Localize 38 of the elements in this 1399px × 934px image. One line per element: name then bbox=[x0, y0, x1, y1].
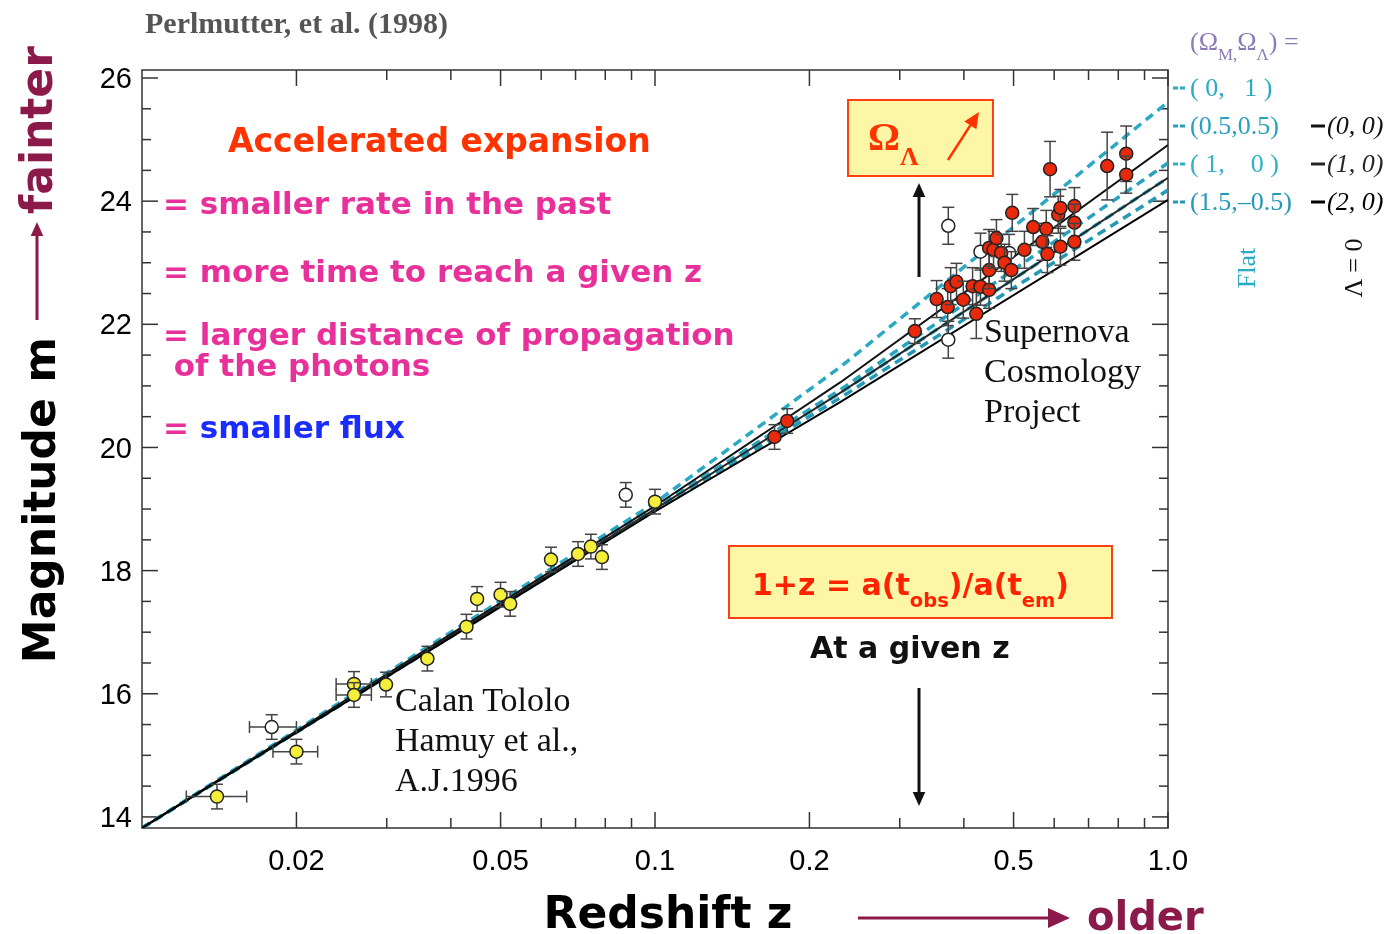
x-tick-label: 0.05 bbox=[472, 844, 529, 876]
chart-title: Perlmutter, et al. (1998) bbox=[145, 6, 448, 40]
x-tick-label: 0.5 bbox=[993, 844, 1034, 876]
legend-label: (0.5,0.5) bbox=[1190, 111, 1279, 140]
y-tick-label: 20 bbox=[99, 431, 132, 464]
y-tick-label: 16 bbox=[99, 677, 132, 710]
annotation: Supernova Cosmology Project bbox=[984, 312, 1141, 430]
legend-label: (1, 0) bbox=[1327, 149, 1384, 178]
x-tick-label: 0.1 bbox=[634, 844, 676, 876]
legend-label: ( 1, 0 ) bbox=[1190, 149, 1279, 178]
text: older bbox=[1087, 893, 1204, 934]
y-tick-label: 22 bbox=[99, 308, 132, 341]
annotation: Ω$_{Λ}$ bbox=[868, 114, 920, 171]
annotation: = smaller rate in the past bbox=[163, 185, 612, 221]
annotation: Calan Tololo Hamuy et al., A.J.1996 bbox=[395, 681, 579, 798]
x-tick-label: 0.2 bbox=[789, 844, 830, 876]
annotation: 1+z = a(t$_{obs}$)/a(t$_{em}$) bbox=[752, 567, 1069, 612]
annotation: = smaller flux bbox=[163, 409, 405, 445]
annotation: = more time to reach a given z bbox=[163, 253, 703, 289]
legend-label: (0, 0) bbox=[1327, 111, 1384, 140]
y-tick-label: 26 bbox=[99, 62, 132, 95]
legend-label: (1.5,–0.5) bbox=[1190, 187, 1292, 216]
annotation: Accelerated expansion bbox=[228, 121, 651, 160]
legend-label: (2, 0) bbox=[1327, 187, 1384, 216]
text: Flat bbox=[1232, 247, 1261, 289]
legend-title: (Ω$_{M,}$Ω$_{Λ}$) = bbox=[1190, 27, 1299, 64]
text: Λ = 0 bbox=[1339, 238, 1368, 298]
x-tick-label: 0.02 bbox=[268, 844, 325, 876]
text: fainter bbox=[11, 45, 62, 214]
y-axis-title: Magnitude m bbox=[14, 336, 65, 664]
y-tick-label: 18 bbox=[99, 554, 132, 587]
x-tick-label: 1.0 bbox=[1147, 844, 1189, 876]
x-axis-title: Redshift z bbox=[543, 887, 793, 934]
y-tick-label: 24 bbox=[99, 185, 132, 218]
y-tick-label: 14 bbox=[99, 801, 132, 834]
legend-label: ( 0, 1 ) bbox=[1190, 73, 1273, 102]
annotation: = larger distance of propagation of the photons bbox=[163, 316, 735, 383]
annotation: At a given z bbox=[810, 630, 1010, 665]
